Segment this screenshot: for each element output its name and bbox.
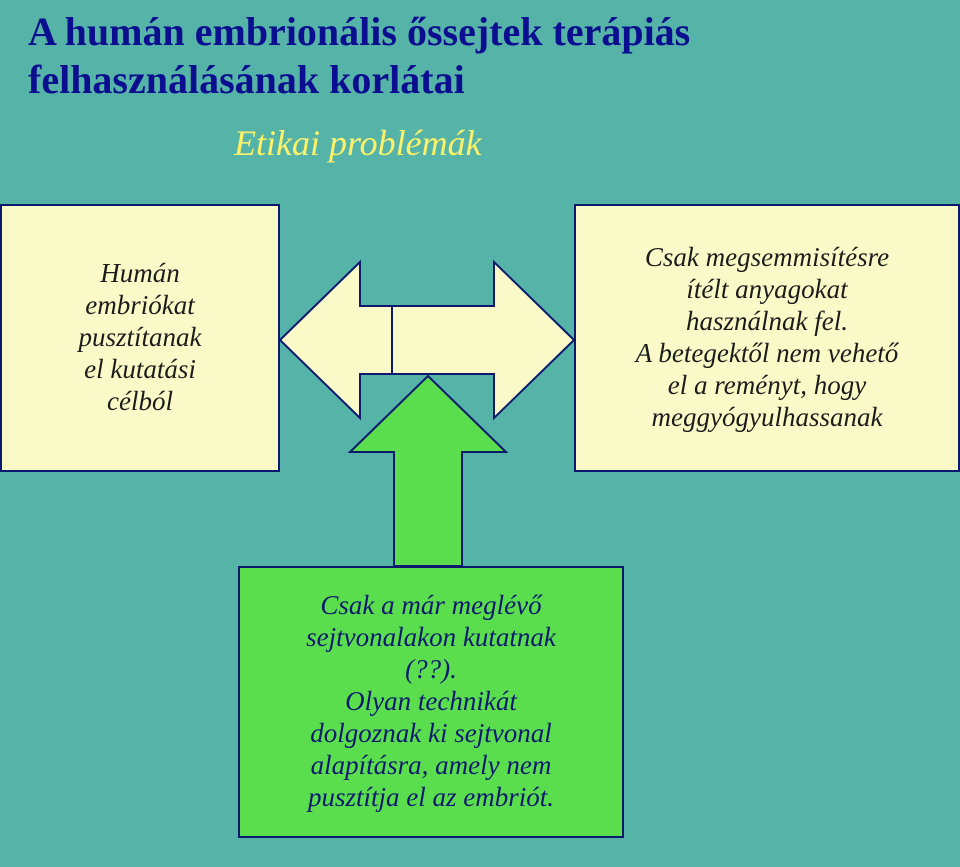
box-text-line: használnak fel. [636, 306, 899, 338]
box-text-line: alapításra, amely nem [306, 750, 556, 782]
box-right: Csak megsemmisítésreítélt anyagokathaszn… [574, 204, 960, 472]
box-text-line: (??). [306, 654, 556, 686]
box-left: Humánembriókatpusztítanakel kutatásicélb… [0, 204, 280, 472]
page-title-line2: felhasználásának korlátai [28, 56, 465, 103]
box-text-line: embriókat [78, 290, 201, 322]
box-text-line: el kutatási [78, 354, 201, 386]
box-text-line: célból [78, 386, 201, 418]
diagram-canvas: A humán embrionális őssejtek terápiás fe… [0, 0, 960, 867]
box-text-line: pusztítja el az embriót. [306, 782, 556, 814]
box-text-line: Csak megsemmisítésre [636, 242, 899, 274]
box-text-line: Csak a már meglévő [306, 590, 556, 622]
box-text-line: el a reményt, hogy [636, 370, 899, 402]
box-text-line: A betegektől nem vehető [636, 338, 899, 370]
box-bottom: Csak a már meglévősejtvonalakon kutatnak… [238, 566, 624, 838]
box-text-line: ítélt anyagokat [636, 274, 899, 306]
box-text-line: pusztítanak [78, 322, 201, 354]
arrow-up [350, 376, 506, 566]
box-text-line: Olyan technikát [306, 686, 556, 718]
page-title-line1: A humán embrionális őssejtek terápiás [28, 8, 690, 55]
box-text-line: meggyógyulhassanak [636, 402, 899, 434]
page-subtitle: Etikai problémák [234, 122, 482, 164]
box-text-line: Humán [78, 258, 201, 290]
box-text-line: sejtvonalakon kutatnak [306, 622, 556, 654]
box-text-line: dolgoznak ki sejtvonal [306, 718, 556, 750]
